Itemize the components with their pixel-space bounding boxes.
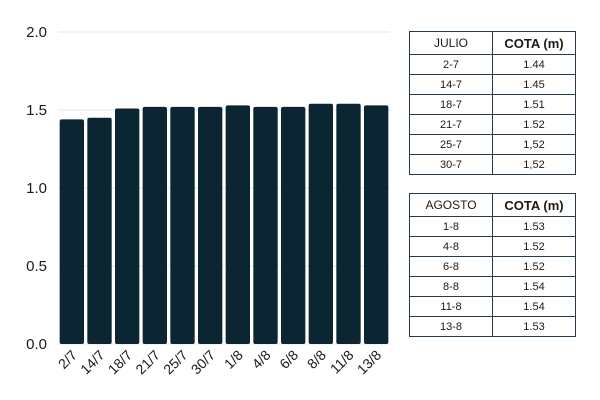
- table-header-row: AGOSTO COTA (m): [409, 193, 576, 217]
- y-tick-label: 1.5: [26, 102, 47, 119]
- table-cell-date: 2-7: [409, 54, 493, 75]
- table-cell-date: 21-7: [409, 114, 493, 135]
- x-axis: 2/714/718/721/725/730/7 1/8 4/8 6/8 8/811/81…: [55, 347, 385, 378]
- table-cell-date: 25-7: [409, 134, 493, 155]
- table-cell-date: 30-7: [409, 154, 493, 175]
- table-cell-value: 1.52: [492, 114, 576, 135]
- table-row: 11-8 1.54: [409, 296, 576, 317]
- y-tick-label: 2.0: [26, 24, 47, 41]
- table-cell-date: 6-8: [409, 256, 493, 277]
- table-row: 25-7 1,52: [409, 134, 576, 155]
- x-tick-label: 2/7: [55, 347, 80, 372]
- table-header-row: JULIO COTA (m): [409, 31, 576, 55]
- x-tick-label: 11/8: [327, 347, 357, 377]
- table-cell-date: 18-7: [409, 94, 493, 115]
- table-cell-value: 1.45: [492, 74, 576, 95]
- bar-25-7: [170, 106, 195, 344]
- table-cell-value: 1.44: [492, 54, 576, 75]
- table-cell-date: 14-7: [409, 74, 493, 95]
- table-cell-value: 1.54: [492, 296, 576, 317]
- x-tick-label: 4/8: [249, 347, 274, 372]
- bar-13-8: [363, 105, 389, 344]
- bar-30-7: [197, 106, 223, 344]
- bar-6-8: [280, 106, 306, 344]
- table-cell-value: 1,52: [492, 134, 576, 155]
- bar-8-8: [308, 103, 334, 344]
- table-cell-value: 1.52: [492, 236, 576, 257]
- x-tick-label: 6/8: [276, 347, 301, 372]
- bar-chart: 0.00.51.01.52.0 2/714/718/721/725/730/7 1…: [26, 24, 390, 378]
- table-header-cota: COTA (m): [492, 193, 576, 217]
- table-cell-value: 1.51: [492, 94, 576, 115]
- x-tick-label: 1/8: [221, 347, 246, 372]
- table-header-month: AGOSTO: [409, 193, 493, 217]
- bar-11-8: [336, 103, 361, 344]
- chart-grid: [58, 31, 390, 345]
- table-row: 30-7 1,52: [409, 154, 576, 175]
- y-tick-label: 0.0: [26, 336, 47, 353]
- bar-21-7: [142, 106, 168, 344]
- x-tick-label: 13/8: [354, 347, 385, 378]
- table-cell-date: 1-8: [409, 216, 493, 237]
- table-cell-date: 4-8: [409, 236, 493, 257]
- table-row: 6-8 1.52: [409, 256, 576, 277]
- x-tick-label: 8/8: [304, 347, 329, 372]
- bars: [59, 103, 389, 344]
- table-cell-value: 1.53: [492, 316, 576, 337]
- table-row: 21-7 1.52: [409, 114, 576, 135]
- table-cell-date: 11-8: [409, 296, 493, 317]
- bar-14-7: [87, 117, 112, 344]
- table-cell-date: 8-8: [409, 276, 493, 297]
- table-row: 13-8 1.53: [409, 316, 576, 337]
- table-header-cota: COTA (m): [492, 31, 576, 55]
- x-tick-label: 21/7: [132, 347, 163, 378]
- table-cell-value: 1.54: [492, 276, 576, 297]
- bar-2-7: [59, 119, 85, 344]
- table-cell-value: 1.52: [492, 256, 576, 277]
- table-row: 1-8 1.53: [409, 216, 576, 237]
- x-tick-label: 30/7: [188, 347, 219, 378]
- y-tick-label: 1.0: [26, 180, 47, 197]
- bar-4-8: [253, 106, 278, 344]
- table-cell-date: 13-8: [409, 316, 493, 337]
- table-row: 14-7 1.45: [409, 74, 576, 95]
- table-cell-value: 1.53: [492, 216, 576, 237]
- x-tick-label: 25/7: [160, 347, 191, 378]
- table-row: 8-8 1.54: [409, 276, 576, 297]
- agosto-table: AGOSTO COTA (m) 1-8 1.53 4-8 1.52 6-8 1.…: [409, 193, 576, 337]
- table-row: 4-8 1.52: [409, 236, 576, 257]
- table-cell-value: 1,52: [492, 154, 576, 175]
- bar-1-8: [225, 105, 251, 344]
- table-row: 18-7 1.51: [409, 94, 576, 115]
- y-axis: 0.0 0.5 1.0 1.5 2.0: [26, 24, 47, 353]
- julio-table: JULIO COTA (m) 2-7 1.44 14-7 1.45 18-7 1…: [409, 31, 576, 175]
- table-header-month: JULIO: [409, 31, 493, 55]
- x-tick-label: 14/7: [77, 347, 108, 378]
- table-row: 2-7 1.44: [409, 54, 576, 75]
- x-tick-label: 18/7: [105, 347, 136, 378]
- bar-18-7: [114, 108, 140, 344]
- y-tick-label: 0.5: [26, 258, 47, 275]
